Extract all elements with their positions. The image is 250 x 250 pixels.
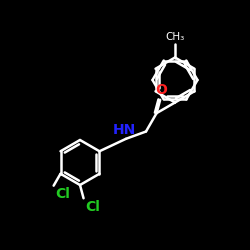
Text: CH₃: CH₃ [166,32,184,42]
Text: Cl: Cl [85,200,100,213]
Text: O: O [155,83,167,97]
Text: Cl: Cl [55,187,70,201]
Text: HN: HN [113,123,136,137]
